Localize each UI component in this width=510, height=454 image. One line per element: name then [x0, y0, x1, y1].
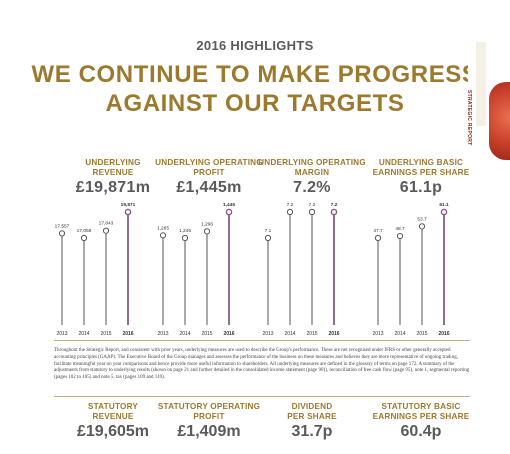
side-tab-strip: [476, 42, 486, 126]
footnote-text: Throughout the Strategic Report, and con…: [54, 348, 470, 381]
metric-value: £1,445m: [176, 179, 242, 196]
tick-label: 2014: [284, 331, 295, 337]
metric-label-line-1: UNDERLYING: [85, 158, 141, 167]
chart-point: [159, 232, 167, 239]
data-label: 7.2: [287, 202, 294, 208]
stat-label: STATUTORY BASIC EARNINGS PER SHARE: [366, 402, 476, 422]
metric-underlying-basic-eps: UNDERLYING BASIC EARNINGS PER SHARE 61.1…: [366, 158, 476, 197]
page-title: WE CONTINUE TO MAKE PROGRESS AGAINST OUR…: [0, 60, 510, 118]
stat-value: 60.4p: [400, 423, 442, 440]
data-label: 7.2: [309, 202, 316, 208]
stat-value: £1,409m: [177, 423, 241, 440]
data-label: 1,245: [179, 228, 191, 234]
tick-label: 2014: [78, 331, 89, 337]
chart-point: [308, 208, 316, 216]
stat-label-line-2: PER SHARE: [287, 412, 337, 421]
tick-label: 2014: [179, 331, 190, 337]
chart-point: [181, 234, 189, 242]
metric-value: £19,871m: [75, 179, 151, 196]
data-label: 1,265: [157, 225, 169, 231]
stat-statutory-revenue: STATUTORY REVENUE £19,605m: [58, 402, 168, 441]
stat-label: STATUTORY REVENUE: [58, 402, 168, 422]
stat-label: DIVIDEND PER SHARE: [257, 402, 367, 422]
metric-label-line-1: UNDERLYING OPERATING: [155, 158, 263, 167]
data-label: 48.7: [395, 226, 405, 232]
tick-label: 2016: [438, 331, 449, 337]
metric-underlying-operating-profit: UNDERLYING OPERATING PROFIT £1,445m: [154, 158, 264, 197]
tick-label: 2015: [201, 331, 212, 337]
stat-label-line-1: STATUTORY: [87, 402, 139, 411]
data-label: 1,296: [201, 221, 213, 227]
chart-point: [286, 208, 294, 216]
data-label: 19,871: [121, 202, 136, 208]
tick-label: 2015: [306, 331, 317, 337]
stat-dividend-per-share: DIVIDEND PER SHARE 31.7p: [257, 402, 367, 441]
tick-label: 2016: [223, 331, 234, 337]
metric-underlying-revenue: UNDERLYING REVENUE £19,871m: [58, 158, 168, 197]
divider-top: [54, 340, 470, 341]
stat-statutory-basic-eps: STATUTORY BASIC EARNINGS PER SHARE 60.4p: [366, 402, 476, 441]
data-label: 7.2: [331, 202, 338, 208]
page-title-line-1: WE CONTINUE TO MAKE PROGRESS: [31, 61, 479, 88]
stat-statutory-operating-profit: STATUTORY OPERATING PROFIT £1,409m: [154, 402, 264, 441]
chart-point: [124, 208, 132, 216]
data-label: 61.1: [439, 202, 449, 208]
metric-label-line-2: PROFIT: [193, 168, 225, 177]
brand-disc-icon: [489, 82, 510, 160]
tick-label: 2014: [394, 331, 405, 337]
chart-point: [80, 234, 88, 242]
metric-label-line-2: EARNINGS PER SHARE: [372, 168, 470, 177]
chart-point: [225, 208, 233, 216]
metric-value: 61.1p: [399, 179, 443, 196]
metric-label-line-2: REVENUE: [92, 168, 134, 177]
stat-label-line-2: REVENUE: [92, 412, 134, 421]
stat-value: £19,605m: [76, 423, 150, 440]
tick-label: 2013: [157, 331, 168, 337]
chart-point: [374, 234, 382, 242]
stat-label: STATUTORY OPERATING PROFIT: [154, 402, 264, 422]
data-label: 17,557: [55, 223, 70, 229]
metric-label-line-1: UNDERLYING OPERATING: [258, 158, 366, 167]
stat-value: 31.7p: [291, 423, 333, 440]
tick-label: 2015: [100, 331, 111, 337]
chart-point: [330, 208, 338, 216]
tick-label: 2013: [372, 331, 383, 337]
metric-underlying-operating-margin: UNDERLYING OPERATING MARGIN 7.2%: [257, 158, 367, 197]
data-label: 7.1: [265, 228, 272, 234]
stat-label-line-2: PROFIT: [193, 412, 225, 421]
data-label: 53.7: [417, 216, 427, 222]
divider-bottom: [54, 396, 470, 397]
metric-label-line-2: MARGIN: [294, 168, 330, 177]
data-label: 17,843: [99, 221, 114, 227]
tick-label: 2015: [416, 331, 427, 337]
chart-point: [440, 208, 448, 216]
metric-value: 7.2%: [293, 179, 331, 196]
chart-point: [58, 230, 66, 237]
tick-label: 2016: [328, 331, 339, 337]
strategic-report-tab: STRATEGIC REPORT: [466, 40, 510, 160]
data-label: 47.7: [373, 228, 383, 234]
chart-point: [203, 228, 211, 235]
section-kicker: 2016 HIGHLIGHTS: [196, 38, 314, 53]
tick-label: 2016: [122, 331, 133, 337]
stat-label-line-1: STATUTORY OPERATING: [157, 402, 261, 411]
tick-label: 2013: [262, 331, 273, 337]
tick-label: 2013: [56, 331, 67, 337]
chart-point: [102, 227, 110, 234]
data-label: 1,445: [223, 202, 235, 208]
metric-label: UNDERLYING OPERATING MARGIN: [257, 158, 367, 178]
metric-label: UNDERLYING REVENUE: [58, 158, 168, 178]
stat-label-line-1: STATUTORY BASIC: [381, 402, 461, 411]
data-label: 17,058: [77, 228, 92, 234]
metric-label: UNDERLYING OPERATING PROFIT: [154, 158, 264, 178]
chart-point: [396, 232, 404, 240]
chart-point: [264, 234, 272, 242]
stat-label-line-1: DIVIDEND: [291, 402, 333, 411]
chart-point: [418, 223, 426, 230]
metric-label-line-1: UNDERLYING BASIC: [378, 158, 464, 167]
metric-label: UNDERLYING BASIC EARNINGS PER SHARE: [366, 158, 476, 178]
stat-label-line-2: EARNINGS PER SHARE: [372, 412, 470, 421]
page-title-line-2: AGAINST OUR TARGETS: [105, 90, 405, 117]
